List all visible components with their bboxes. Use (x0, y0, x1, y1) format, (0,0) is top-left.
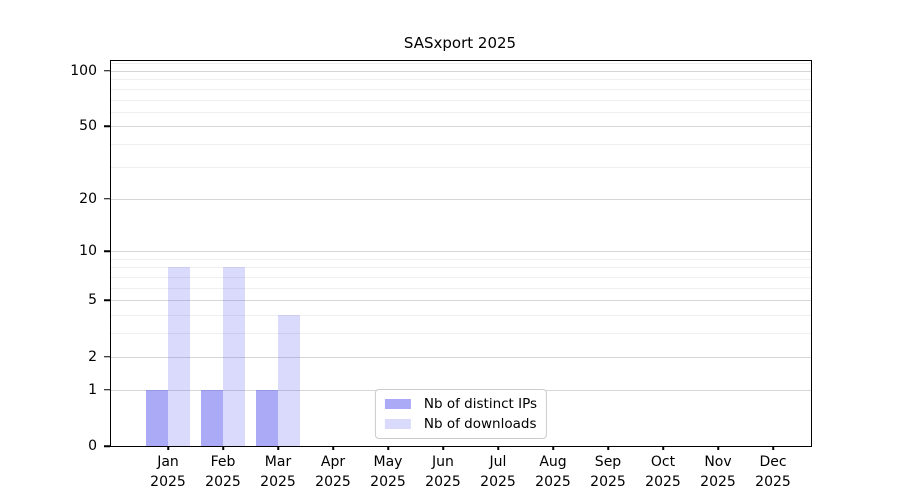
legend-item-downloads: Nb of downloads (384, 416, 537, 432)
x-tick-year: 2025 (645, 474, 681, 491)
minor-gridline (111, 144, 811, 146)
bar-distinct-ips (146, 389, 168, 446)
x-tick-mark (607, 446, 609, 450)
x-tick-label: Jan 2025 (150, 452, 186, 493)
y-tick-mark (104, 388, 110, 391)
legend-label-distinct-ips: Nb of distinct IPs (423, 396, 538, 412)
x-tick-year: 2025 (755, 474, 791, 491)
x-tick-label: Aug 2025 (535, 452, 571, 493)
x-tick-mark (772, 446, 774, 450)
x-tick-year: 2025 (150, 474, 186, 491)
x-tick-month: May (373, 454, 403, 470)
x-tick-month: Jan (157, 454, 179, 470)
y-tick-label: 5 (88, 292, 97, 309)
x-tick-mark (332, 446, 334, 450)
x-tick-year: 2025 (315, 474, 351, 491)
plot-area: Nb of distinct IPs Nb of downloads Jan 20… (70, 60, 812, 490)
x-tick-month: Nov (704, 454, 732, 470)
x-tick-mark (662, 446, 664, 450)
bar-distinct-ips (201, 389, 223, 446)
x-tick-mark (717, 446, 719, 450)
minor-gridline (111, 166, 811, 168)
major-gridline (111, 300, 811, 302)
x-tick-label: Jul 2025 (480, 452, 516, 493)
x-tick-year: 2025 (260, 474, 296, 491)
y-tick-mark (104, 299, 110, 302)
major-gridline (111, 70, 811, 72)
bar-downloads (168, 267, 190, 446)
major-gridline (111, 126, 811, 128)
y-tick-mark (104, 250, 110, 252)
major-gridline (111, 356, 811, 358)
legend-label-downloads: Nb of downloads (423, 416, 537, 432)
bar-downloads (278, 315, 300, 446)
minor-gridline (111, 333, 811, 335)
y-tick-label: 50 (79, 118, 97, 135)
x-tick-label: Nov 2025 (700, 452, 736, 493)
x-tick-mark (442, 446, 444, 450)
x-tick-year: 2025 (535, 474, 571, 491)
y-tick-label: 10 (79, 243, 97, 260)
x-tick-year: 2025 (370, 474, 406, 491)
x-tick-mark (552, 446, 554, 450)
minor-gridline (111, 277, 811, 278)
x-tick-label: Mar 2025 (260, 452, 296, 493)
x-tick-mark (387, 446, 389, 450)
x-tick-label: May 2025 (370, 452, 406, 493)
x-tick-mark (222, 446, 224, 450)
legend-swatch-downloads (384, 419, 411, 429)
x-tick-month: Jul (489, 454, 507, 470)
x-tick-year: 2025 (205, 474, 241, 491)
legend-item-distinct-ips: Nb of distinct IPs (384, 396, 538, 412)
x-tick-label: Apr 2025 (315, 452, 351, 493)
y-tick-label: 1 (88, 381, 97, 398)
y-tick-label: 20 (79, 190, 97, 207)
minor-gridline (111, 79, 811, 81)
x-tick-label: Sep 2025 (590, 452, 626, 493)
bar-distinct-ips (256, 389, 278, 446)
y-tick-mark (104, 355, 110, 358)
minor-gridline (111, 287, 811, 289)
x-tick-month: Mar (264, 454, 292, 470)
x-tick-label: Oct 2025 (645, 452, 681, 493)
x-tick-month: Jun (432, 454, 454, 470)
x-tick-month: Dec (759, 454, 787, 470)
x-tick-mark (277, 446, 279, 450)
minor-gridline (111, 88, 811, 90)
y-tick-mark (104, 125, 110, 128)
x-tick-label: Jun 2025 (425, 452, 461, 493)
x-tick-year: 2025 (425, 474, 461, 491)
bar-downloads (223, 267, 245, 446)
x-tick-mark (497, 446, 499, 450)
x-tick-year: 2025 (480, 474, 516, 491)
x-tick-label: Dec 2025 (755, 452, 791, 493)
y-tick-mark (104, 445, 110, 447)
minor-gridline (111, 258, 811, 260)
chart-title: SASxport 2025 (403, 34, 517, 52)
minor-gridline (111, 111, 811, 113)
minor-gridline (111, 267, 811, 269)
x-tick-month: Apr (320, 454, 346, 470)
legend-swatch-distinct-ips (384, 399, 411, 409)
major-gridline (111, 198, 811, 200)
legend: Nb of distinct IPs Nb of downloads (374, 389, 548, 439)
y-tick-mark (104, 197, 110, 200)
x-tick-mark (167, 446, 169, 450)
minor-gridline (111, 99, 811, 101)
y-tick-label: 0 (88, 438, 97, 454)
y-tick-mark (104, 70, 110, 72)
minor-gridline (111, 315, 811, 317)
x-tick-month: Aug (539, 454, 567, 470)
x-tick-label: Feb 2025 (205, 452, 241, 493)
x-tick-year: 2025 (700, 474, 736, 491)
x-tick-month: Sep (594, 454, 622, 470)
y-tick-label: 2 (88, 348, 97, 365)
minor-gridline (111, 63, 811, 65)
x-tick-month: Feb (210, 454, 236, 470)
major-gridline (111, 251, 811, 253)
x-tick-year: 2025 (590, 474, 626, 491)
y-tick-label: 100 (70, 62, 97, 79)
x-tick-month: Oct (650, 454, 676, 470)
